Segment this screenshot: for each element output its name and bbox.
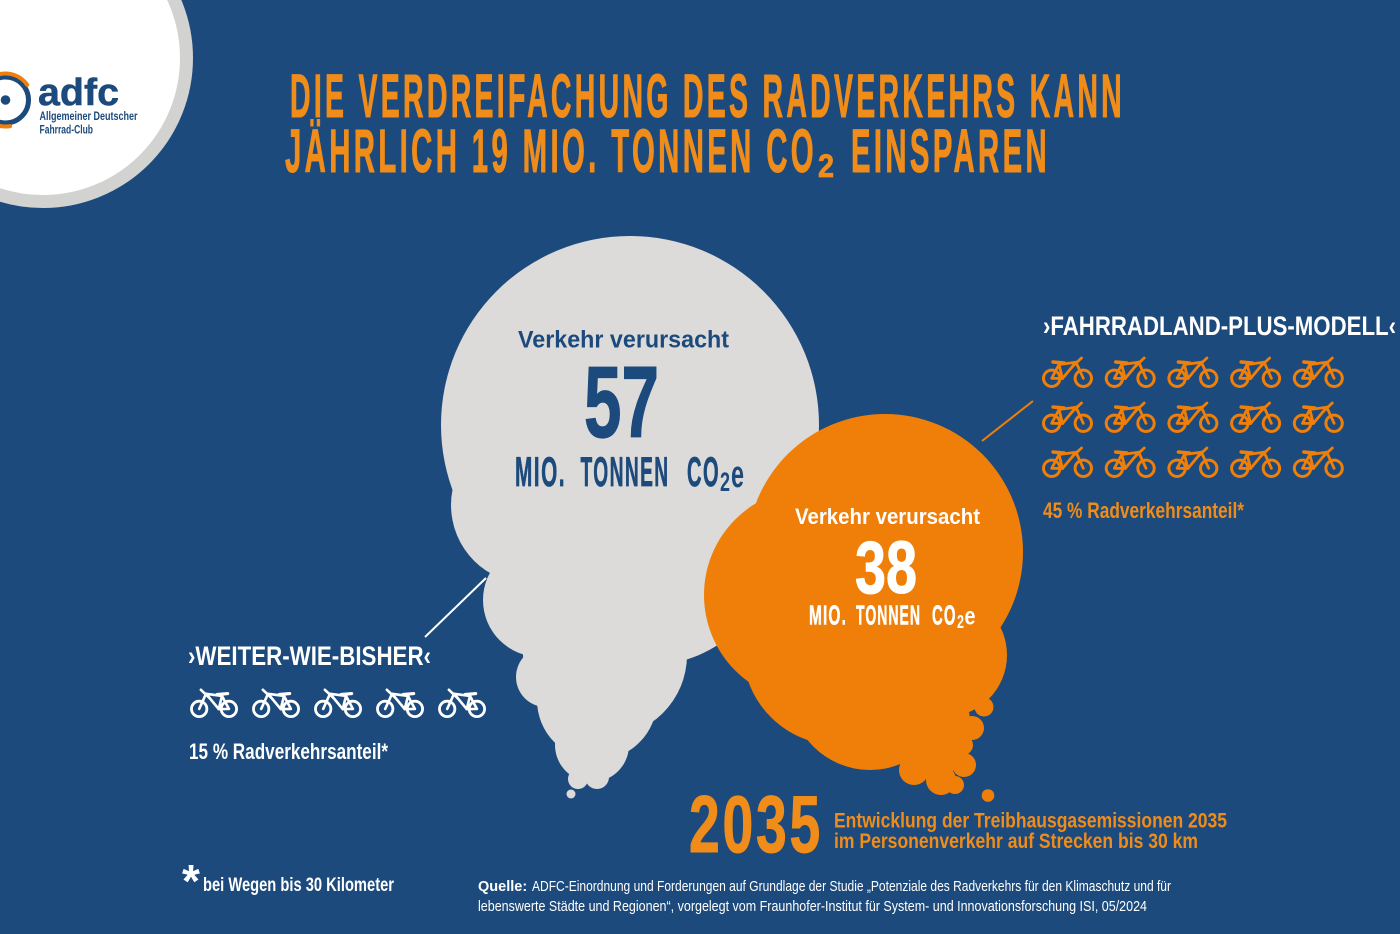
- svg-text:EINSPAREN: EINSPAREN: [851, 117, 1050, 185]
- svg-text:45 % Radverkehrsanteil*: 45 % Radverkehrsanteil*: [1043, 498, 1244, 523]
- svg-text:JÄHRLICH 19 MIO. TONNEN CO: JÄHRLICH 19 MIO. TONNEN CO: [285, 117, 817, 185]
- svg-text:lebenswerte Städte und Regione: lebenswerte Städte und Regionen“, vorgel…: [478, 899, 1147, 915]
- svg-text:Allgemeiner Deutscher: Allgemeiner Deutscher: [40, 111, 138, 123]
- svg-text:DIE VERDREIFACHUNG DES RADVERK: DIE VERDREIFACHUNG DES RADVERKEHRS KANN: [290, 62, 1125, 130]
- svg-text:TONNEN: TONNEN: [581, 448, 670, 495]
- svg-text:›FAHRRADLAND-PLUS-MODELL‹: ›FAHRRADLAND-PLUS-MODELL‹: [1043, 311, 1396, 341]
- svg-text:Fahrrad-Club: Fahrrad-Club: [40, 125, 94, 137]
- svg-text:adfc: adfc: [38, 72, 119, 114]
- svg-text:CO: CO: [932, 600, 957, 631]
- svg-text:bei Wegen bis 30 Kilometer: bei Wegen bis 30 Kilometer: [203, 875, 394, 896]
- svg-text:2: 2: [818, 148, 834, 184]
- svg-text:*: *: [182, 855, 200, 907]
- svg-text:im Personenverkehr auf Strecke: im Personenverkehr auf Strecken bis 30 k…: [834, 830, 1198, 853]
- svg-text:2: 2: [720, 467, 730, 497]
- svg-text:57: 57: [584, 347, 659, 459]
- svg-text:38: 38: [855, 526, 917, 609]
- svg-text:Quelle:: Quelle:: [478, 879, 527, 895]
- svg-text:CO: CO: [687, 448, 720, 495]
- svg-text:2: 2: [957, 612, 964, 632]
- svg-text:Verkehr verursacht: Verkehr verursacht: [518, 327, 729, 354]
- svg-text:Entwicklung der Treibhausgasem: Entwicklung der Treibhausgasemissionen 2…: [834, 810, 1227, 833]
- svg-text:e: e: [965, 603, 976, 631]
- svg-text:e: e: [731, 454, 744, 496]
- svg-text:›WEITER-WIE-BISHER‹: ›WEITER-WIE-BISHER‹: [188, 641, 431, 671]
- svg-text:MIO.: MIO.: [515, 448, 566, 495]
- svg-text:TONNEN: TONNEN: [856, 600, 921, 631]
- svg-text:Verkehr verursacht: Verkehr verursacht: [795, 504, 980, 529]
- svg-text:ADFC-Einordnung und Forderunge: ADFC-Einordnung und Forderungen auf Grun…: [532, 879, 1171, 895]
- svg-text:MIO.: MIO.: [809, 600, 847, 631]
- svg-text:15 % Radverkehrsanteil*: 15 % Radverkehrsanteil*: [189, 739, 388, 764]
- svg-text:2035: 2035: [689, 780, 823, 870]
